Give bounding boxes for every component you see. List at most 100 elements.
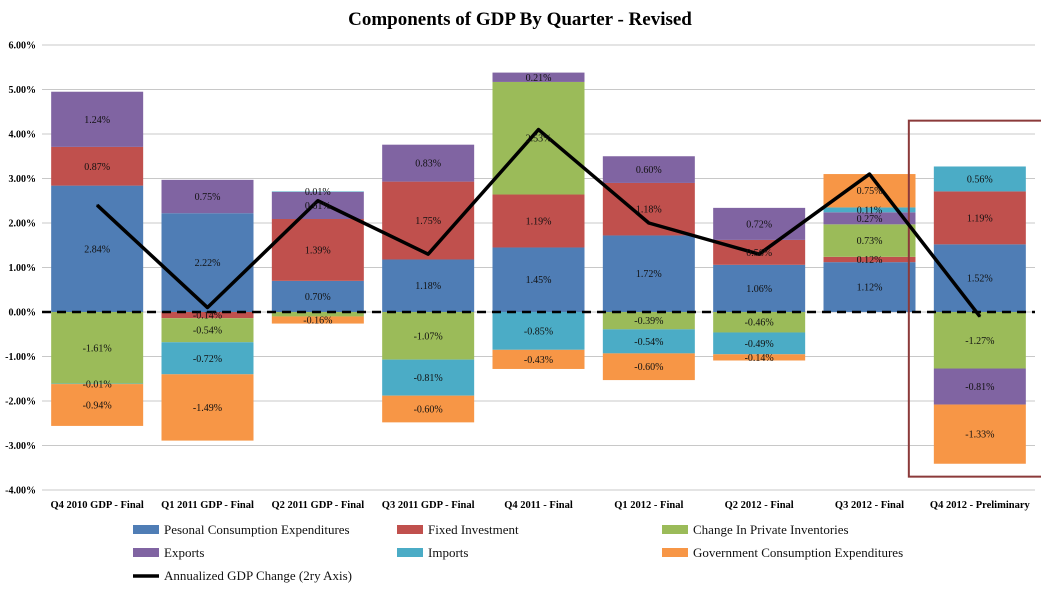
bar-exports	[933, 368, 1026, 405]
gdp-line-point	[96, 204, 98, 206]
legend: Pesonal Consumption Expenditures Fixed In…	[133, 522, 903, 583]
y-tick-label: -4.00%	[5, 486, 36, 497]
legend-swatch-exports	[133, 548, 159, 557]
data-label: -1.61%	[83, 343, 112, 354]
legend-label: Imports	[428, 545, 468, 560]
y-tick-label: 1.00%	[9, 263, 37, 274]
bar-government-consumption-expenditures	[933, 404, 1026, 464]
data-label: -0.81%	[414, 373, 443, 384]
x-category-label: Q4 2010 GDP - Final	[50, 500, 143, 511]
data-label: -0.46%	[745, 318, 774, 329]
data-label: -0.60%	[634, 362, 663, 373]
bar-imports	[161, 342, 254, 375]
bar-government-consumption-expenditures	[271, 316, 364, 324]
data-label: 1.18%	[636, 205, 662, 216]
y-tick-label: 0.00%	[9, 308, 37, 319]
bar-change-in-private-inventories	[713, 312, 806, 333]
x-category-label: Q1 2012 - Final	[614, 500, 683, 511]
bar-change-in-private-inventories	[492, 81, 585, 195]
y-tick-label: 2.00%	[9, 219, 37, 230]
y-tick-label: 4.00%	[9, 130, 37, 141]
data-label: 1.24%	[84, 115, 110, 126]
data-label: 1.18%	[415, 281, 441, 292]
data-label: 1.75%	[415, 216, 441, 227]
bar-change-in-private-inventories	[602, 312, 695, 330]
data-label: 2.22%	[195, 258, 221, 269]
bar-change-in-private-inventories	[161, 318, 254, 343]
bar-government-consumption-expenditures	[602, 353, 695, 381]
bar-exports	[492, 72, 585, 82]
y-tick-label: -3.00%	[5, 441, 36, 452]
y-tick-label: 6.00%	[9, 41, 37, 52]
data-label: -0.85%	[524, 326, 553, 337]
x-category-label: Q1 2011 GDP - Final	[161, 500, 254, 511]
bar-change-in-private-inventories	[382, 312, 475, 360]
legend-swatch-change-in-private-inventories	[662, 525, 688, 534]
data-label: 1.19%	[526, 216, 552, 227]
bar-government-consumption-expenditures	[713, 354, 806, 361]
gdp-line-point	[537, 128, 540, 131]
legend-swatch-government-consumption-expenditures	[662, 548, 688, 557]
data-label: -1.33%	[965, 430, 994, 441]
data-label: -1.27%	[965, 336, 994, 347]
data-label: 1.19%	[967, 213, 993, 224]
bar-pesonal-consumption-expenditures	[492, 247, 585, 312]
y-tick-label: -1.00%	[5, 352, 36, 363]
data-label: 1.45%	[526, 275, 552, 286]
data-label: -0.43%	[524, 355, 553, 366]
legend-label: Pesonal Consumption Expenditures	[164, 522, 350, 537]
y-tick-label: 5.00%	[9, 85, 37, 96]
data-label: 1.39%	[305, 245, 331, 256]
data-label: 0.72%	[746, 219, 772, 230]
bar-pesonal-consumption-expenditures	[602, 235, 695, 312]
data-label: 0.75%	[857, 186, 883, 197]
bar-fixed-investment	[492, 194, 585, 248]
bar-imports	[823, 207, 916, 213]
data-label: 0.83%	[415, 159, 441, 170]
data-label: 0.56%	[967, 174, 993, 185]
x-category-label: Q4 2011 - Final	[504, 500, 573, 511]
legend-label: Fixed Investment	[428, 522, 519, 537]
bar-government-consumption-expenditures	[382, 395, 475, 423]
highlight-box	[907, 119, 1041, 478]
data-label: 0.61%	[305, 201, 331, 212]
data-label: -0.72%	[193, 354, 222, 365]
x-category-label: Q4 2012 - Preliminary	[930, 500, 1031, 511]
data-label: 0.21%	[526, 73, 552, 84]
data-label: -0.94%	[83, 401, 112, 412]
bar-fixed-investment	[823, 256, 916, 263]
data-label: 2.84%	[84, 244, 110, 255]
x-category-label: Q3 2012 - Final	[835, 500, 904, 511]
x-category-label: Q2 2012 - Final	[725, 500, 794, 511]
bar-exports	[51, 91, 144, 147]
data-label: 0.12%	[857, 255, 883, 266]
x-category-label: Q2 2011 GDP - Final	[271, 500, 364, 511]
data-label: 1.06%	[746, 284, 772, 295]
bar-pesonal-consumption-expenditures	[823, 262, 916, 312]
y-tick-label: 3.00%	[9, 174, 37, 185]
bar-exports	[823, 212, 916, 225]
legend-label: Exports	[164, 545, 204, 560]
bar-government-consumption-expenditures	[492, 349, 585, 369]
legend-swatch-imports	[397, 548, 423, 557]
bar-imports	[271, 191, 364, 192]
data-label: -0.81%	[965, 382, 994, 393]
legend-label: Annualized GDP Change (2ry Axis)	[164, 568, 352, 583]
bar-imports	[51, 383, 144, 385]
gdp-line-point	[648, 222, 650, 224]
data-label: 0.11%	[857, 205, 882, 216]
data-label: 0.70%	[305, 292, 331, 303]
bar-fixed-investment	[933, 191, 1026, 245]
data-label: 1.12%	[857, 283, 883, 294]
data-label: -0.01%	[83, 379, 112, 390]
gdp-line-point	[206, 306, 209, 309]
legend-swatch-pesonal-consumption-expenditures	[133, 525, 159, 534]
chart-title: Components of GDP By Quarter - Revised	[348, 9, 692, 30]
legend-label: Government Consumption Expenditures	[693, 545, 903, 560]
x-category-label: Q3 2011 GDP - Final	[382, 500, 475, 511]
bar-pesonal-consumption-expenditures	[382, 259, 475, 312]
bar-imports	[933, 166, 1026, 192]
data-label: 0.73%	[857, 236, 883, 247]
data-label: -0.39%	[634, 316, 663, 327]
